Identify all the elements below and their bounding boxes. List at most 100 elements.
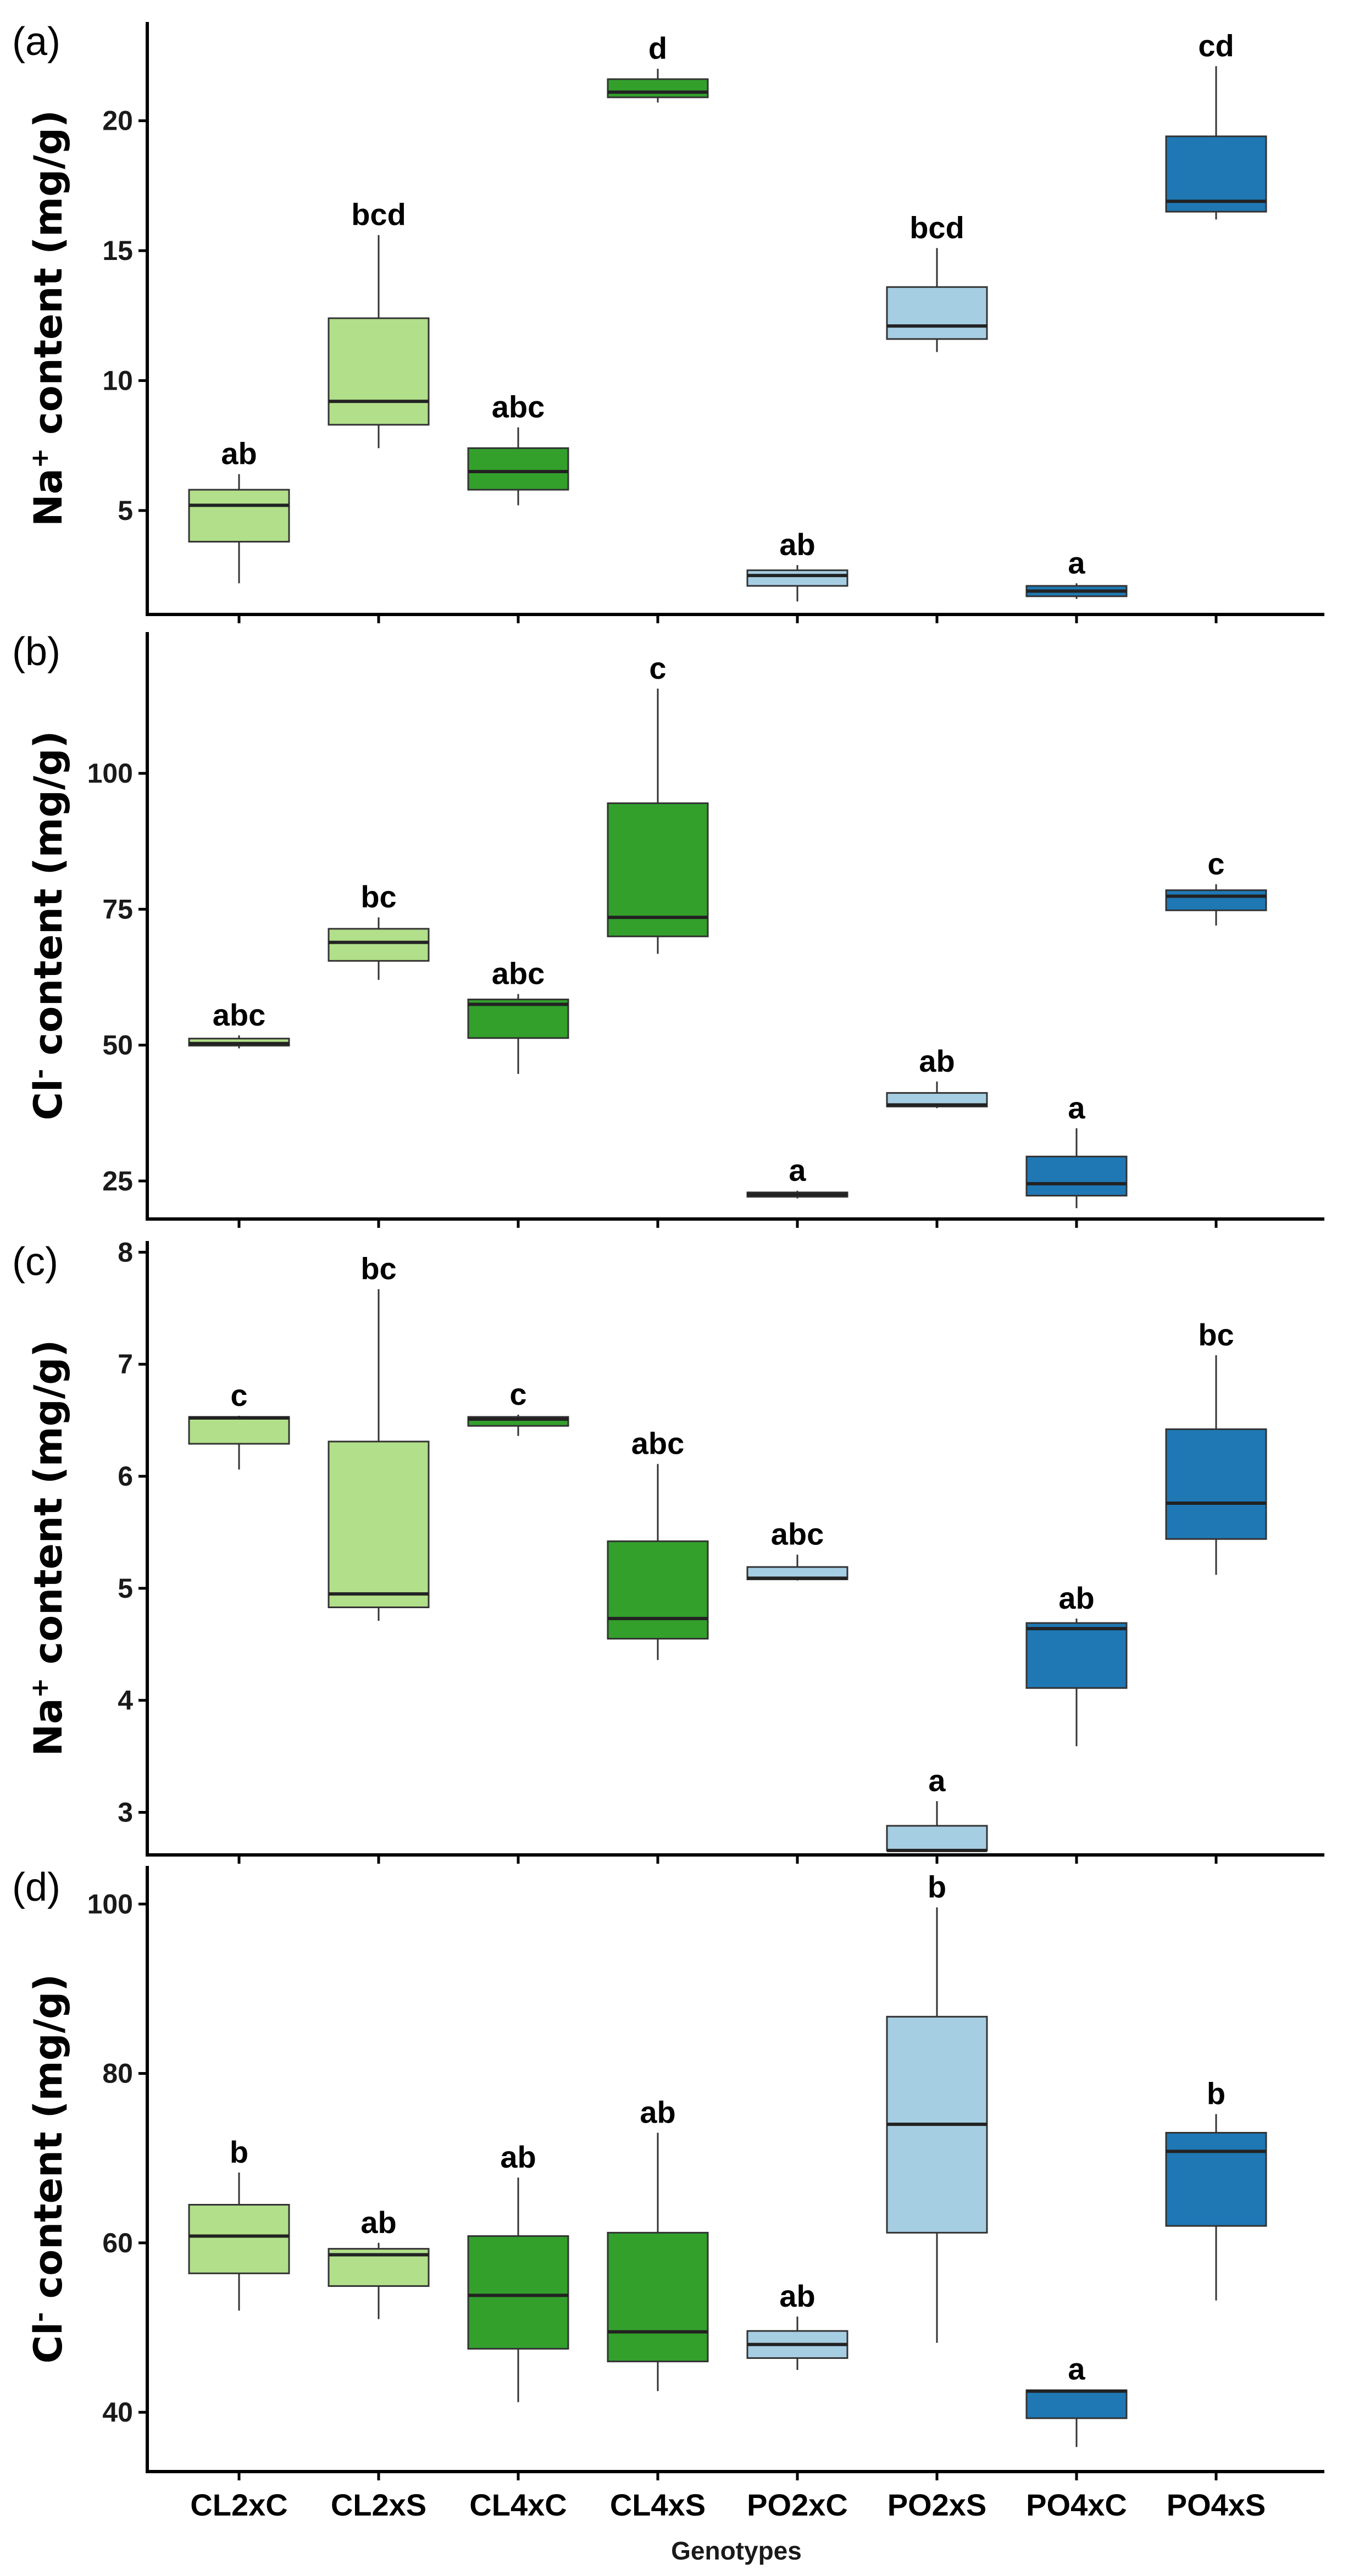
- box-body: [746, 569, 848, 587]
- y-tick-label: 100: [87, 758, 133, 789]
- box-body: [1165, 1428, 1267, 1540]
- y-tick-label: 75: [102, 894, 133, 924]
- y-tick-label: 5: [118, 1573, 133, 1604]
- y-tick-label: 4: [118, 1685, 133, 1716]
- box-PO4xC: ab: [1025, 1581, 1128, 1747]
- significance-letter: d: [648, 31, 667, 65]
- box-CL4xC: abc: [467, 390, 569, 506]
- x-axis-title: Genotypes: [671, 2536, 802, 2565]
- significance-letter: bc: [1198, 1317, 1234, 1352]
- y-tick-label: 8: [118, 1237, 133, 1267]
- box-PO4xS: c: [1165, 846, 1267, 926]
- significance-letter: ab: [779, 2279, 815, 2313]
- box-body: [607, 78, 709, 98]
- box-body: [328, 928, 430, 962]
- significance-letter: bc: [360, 879, 396, 914]
- significance-letter: ab: [640, 2095, 675, 2129]
- box-PO4xC: a: [1025, 1090, 1128, 1209]
- significance-letter: abc: [492, 390, 545, 424]
- box-CL2xC: ab: [188, 436, 290, 584]
- significance-letter: c: [230, 1378, 247, 1412]
- y-axis-title: Na+ content (mg/g): [26, 110, 71, 527]
- box-PO2xC: ab: [746, 2279, 848, 2370]
- box-body: [1165, 889, 1267, 911]
- significance-letter: b: [928, 1870, 946, 1904]
- box-body: [188, 1416, 290, 1445]
- box-PO2xC: abc: [746, 1517, 848, 1581]
- significance-letter: ab: [919, 1044, 955, 1078]
- box-CL4xC: c: [467, 1377, 569, 1436]
- x-tick-label: CL4xS: [610, 2488, 706, 2522]
- x-tick-label: PO4xC: [1026, 2488, 1127, 2522]
- y-axis-title: Cl- content (mg/g): [26, 731, 71, 1121]
- box-body: [1165, 2131, 1267, 2227]
- box-CL2xS: bcd: [328, 197, 430, 448]
- box-CL2xC: abc: [188, 998, 290, 1049]
- box-body: [1165, 135, 1267, 213]
- box-PO2xC: a: [746, 1153, 848, 1199]
- significance-letter: ab: [221, 436, 257, 471]
- y-tick-label: 50: [102, 1030, 133, 1061]
- x-tick-label: CL2xC: [190, 2488, 287, 2522]
- box-body: [1025, 1622, 1128, 1689]
- significance-letter: c: [649, 651, 666, 685]
- panel-1: (a) 5 10 15 20 Na+ content (mg/g) ab bcd abc d ab b…: [12, 20, 1324, 623]
- box-body: [328, 1441, 430, 1609]
- y-axis-title: Cl- content (mg/g): [26, 1974, 71, 2364]
- y-tick-label: 5: [118, 495, 133, 526]
- box-CL2xC: c: [188, 1378, 290, 1470]
- x-tick-label: PO2xC: [747, 2488, 848, 2522]
- y-tick-label: 40: [102, 2397, 133, 2428]
- panel-tag: (c): [12, 1240, 58, 1284]
- box-CL4xS: ab: [607, 2095, 709, 2391]
- y-tick-label: 20: [102, 106, 133, 136]
- significance-letter: c: [509, 1377, 526, 1411]
- box-PO2xS: bcd: [886, 210, 988, 352]
- significance-letter: ab: [360, 2205, 396, 2240]
- box-body: [886, 286, 988, 340]
- y-tick-label: 25: [102, 1166, 133, 1196]
- box-body: [467, 2235, 569, 2350]
- box-PO2xC: ab: [746, 527, 848, 602]
- significance-letter: abc: [213, 998, 266, 1032]
- box-CL2xC: b: [188, 2135, 290, 2311]
- significance-letter: bc: [360, 1251, 396, 1286]
- panel-tag: (d): [12, 1865, 60, 1909]
- box-CL4xC: abc: [467, 956, 569, 1074]
- significance-letter: bcd: [909, 210, 964, 245]
- box-body: [607, 1540, 709, 1640]
- y-tick-label: 10: [102, 365, 133, 396]
- significance-letter: ab: [500, 2140, 536, 2174]
- y-tick-label: 60: [102, 2228, 133, 2258]
- box-PO2xS: ab: [886, 1044, 988, 1109]
- significance-letter: ab: [1058, 1581, 1094, 1615]
- y-tick-label: 3: [118, 1797, 133, 1828]
- box-body: [607, 2231, 709, 2363]
- box-PO4xC: a: [1025, 545, 1128, 599]
- significance-letter: abc: [492, 956, 545, 991]
- panel-tag: (a): [12, 20, 60, 64]
- y-tick-label: 80: [102, 2058, 133, 2089]
- box-PO4xS: bc: [1165, 1317, 1267, 1575]
- box-PO4xS: cd: [1165, 28, 1267, 220]
- y-tick-label: 7: [118, 1349, 133, 1380]
- box-PO2xS: a: [886, 1763, 988, 1852]
- significance-letter: ab: [779, 527, 815, 562]
- box-body: [607, 802, 709, 938]
- box-CL4xS: d: [607, 31, 709, 103]
- y-axis-title: Na+ content (mg/g): [26, 1340, 71, 1757]
- box-CL2xS: bc: [328, 879, 430, 980]
- box-CL4xC: ab: [467, 2140, 569, 2402]
- x-tick-label: PO2xS: [887, 2488, 987, 2522]
- significance-letter: a: [1068, 545, 1085, 580]
- x-tick-label: CL4xC: [469, 2488, 567, 2522]
- box-PO2xS: b: [886, 1870, 988, 2343]
- significance-letter: abc: [631, 1426, 685, 1461]
- y-tick-label: 15: [102, 235, 133, 266]
- significance-letter: b: [230, 2135, 248, 2169]
- significance-letter: a: [1068, 1090, 1085, 1125]
- x-tick-label: CL2xS: [331, 2488, 426, 2522]
